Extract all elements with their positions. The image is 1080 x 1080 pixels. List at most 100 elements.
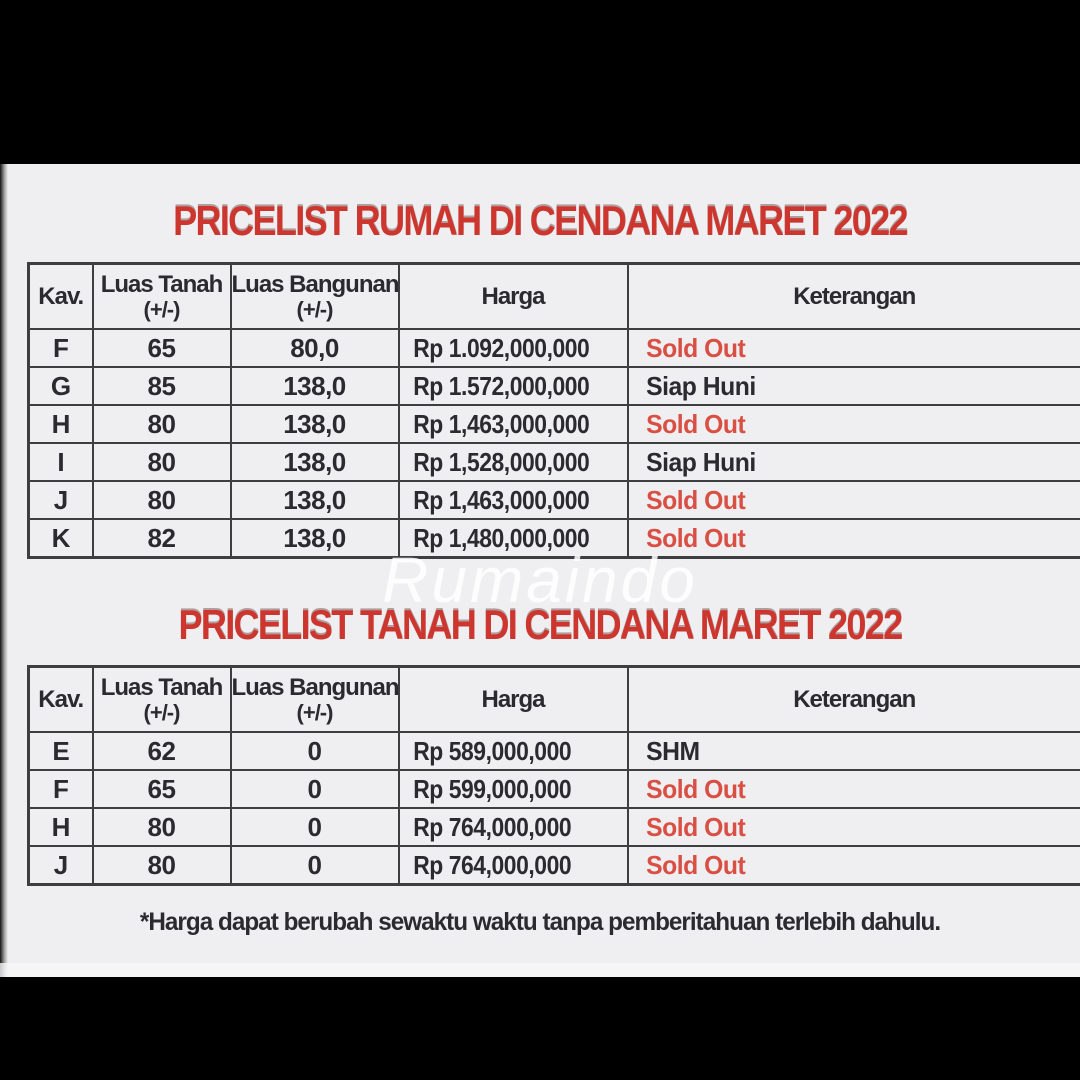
harga-cell-value: Rp 589,000,000 xyxy=(412,735,571,766)
luas-tanah-cell: 80 xyxy=(91,442,232,482)
rumah-table-body: F 65 80,0 Rp 1.092,000,000 Sold Out G 85 138,0 R… xyxy=(27,328,1080,559)
column-header-sub: (+/-) xyxy=(296,296,334,322)
table-row: H 80 0 Rp 764,000,000 Sold Out xyxy=(27,807,1080,847)
header-row: Kav. Luas Tanah (+/-) Luas Bangunan (+/-) Har… xyxy=(27,262,1080,330)
kav-cell: I xyxy=(27,442,94,482)
harga-cell: Rp 764,000,000 xyxy=(397,845,629,886)
kav-cell: J xyxy=(27,480,94,520)
tanah-table-header: Kav. Luas Tanah (+/-) Luas Bangunan (+/-) Har… xyxy=(27,665,1080,733)
luas-tanah-cell: 80 xyxy=(91,845,232,886)
keterangan-cell-value: Sold Out xyxy=(645,522,746,553)
table-row: F 65 80,0 Rp 1.092,000,000 Sold Out xyxy=(27,328,1080,368)
column-header: Keterangan xyxy=(626,262,1080,330)
luas-tanah-cell: 65 xyxy=(91,769,232,809)
column-header: Kav. xyxy=(27,262,94,330)
column-header: Luas Bangunan (+/-) xyxy=(229,262,400,330)
table-row: K 82 138,0 Rp 1,480,000,000 Sold Out xyxy=(27,518,1080,559)
harga-cell-value: Rp 1,480,000,000 xyxy=(412,522,590,553)
luas-bangunan-cell: 138,0 xyxy=(229,442,400,482)
table-row: F 65 0 Rp 599,000,000 Sold Out xyxy=(27,769,1080,809)
luas-bangunan-cell: 138,0 xyxy=(229,480,400,520)
keterangan-cell-value: SHM xyxy=(645,735,700,766)
column-header: Luas Bangunan (+/-) xyxy=(229,665,400,733)
harga-cell: Rp 589,000,000 xyxy=(397,731,629,771)
harga-cell-value: Rp 764,000,000 xyxy=(412,811,571,842)
header-row: Kav. Luas Tanah (+/-) Luas Bangunan (+/-) Har… xyxy=(27,665,1080,733)
table-row: J 80 0 Rp 764,000,000 Sold Out xyxy=(27,845,1080,886)
keterangan-cell-value: Siap Huni xyxy=(645,370,756,401)
luas-bangunan-cell: 80,0 xyxy=(229,328,400,368)
kav-cell: K xyxy=(27,518,94,559)
kav-cell: E xyxy=(27,731,94,771)
rumah-price-table: Kav. Luas Tanah (+/-) Luas Bangunan (+/-) Har… xyxy=(27,262,1080,559)
keterangan-cell: Sold Out xyxy=(626,518,1080,559)
harga-cell: Rp 1.092,000,000 xyxy=(397,328,629,368)
table-row: J 80 138,0 Rp 1,463,000,000 Sold Out xyxy=(27,480,1080,520)
keterangan-cell-value: Sold Out xyxy=(645,408,746,439)
kav-cell: H xyxy=(27,807,94,847)
harga-cell-value: Rp 1,528,000,000 xyxy=(412,446,590,477)
rumah-table-header: Kav. Luas Tanah (+/-) Luas Bangunan (+/-) Har… xyxy=(27,262,1080,330)
harga-cell: Rp 1.572,000,000 xyxy=(397,366,629,406)
harga-cell-value: Rp 1.092,000,000 xyxy=(412,332,590,363)
tanah-table-title: PRICELIST TANAH DI CENDANA MARET 2022 xyxy=(178,601,903,648)
bottom-letterbox xyxy=(0,977,1080,1080)
harga-cell: Rp 1,463,000,000 xyxy=(397,480,629,520)
rumah-table-title: PRICELIST RUMAH DI CENDANA MARET 2022 xyxy=(173,197,908,244)
luas-tanah-cell: 82 xyxy=(91,518,232,559)
harga-cell: Rp 1,528,000,000 xyxy=(397,442,629,482)
column-header: Harga xyxy=(397,665,629,733)
luas-tanah-cell: 65 xyxy=(91,328,232,368)
luas-tanah-cell: 85 xyxy=(91,366,232,406)
column-header: Keterangan xyxy=(626,665,1080,733)
keterangan-cell: SHM xyxy=(626,731,1080,771)
keterangan-cell-value: Sold Out xyxy=(645,773,746,804)
luas-bangunan-cell: 138,0 xyxy=(229,518,400,559)
luas-bangunan-cell: 0 xyxy=(229,769,400,809)
harga-cell-value: Rp 1.572,000,000 xyxy=(412,370,590,401)
harga-cell: Rp 1,463,000,000 xyxy=(397,404,629,444)
keterangan-cell-value: Sold Out xyxy=(645,484,746,515)
price-disclaimer: *Harga dapat berubah sewaktu waktu tanpa… xyxy=(139,908,941,936)
column-header-sub: (+/-) xyxy=(296,699,334,725)
harga-cell-value: Rp 1,463,000,000 xyxy=(412,408,590,439)
keterangan-cell: Siap Huni xyxy=(626,366,1080,406)
column-header: Luas Tanah (+/-) xyxy=(91,665,232,733)
kav-cell: G xyxy=(27,366,94,406)
luas-bangunan-cell: 0 xyxy=(229,807,400,847)
table-row: E 62 0 Rp 589,000,000 SHM xyxy=(27,731,1080,771)
kav-cell: J xyxy=(27,845,94,886)
harga-cell-value: Rp 1,463,000,000 xyxy=(412,484,590,515)
keterangan-cell: Sold Out xyxy=(626,807,1080,847)
table-row: G 85 138,0 Rp 1.572,000,000 Siap Huni xyxy=(27,366,1080,406)
top-letterbox xyxy=(0,0,1080,164)
table-row: H 80 138,0 Rp 1,463,000,000 Sold Out xyxy=(27,404,1080,444)
keterangan-cell: Sold Out xyxy=(626,769,1080,809)
keterangan-cell-value: Sold Out xyxy=(645,332,746,363)
tanah-price-table: Kav. Luas Tanah (+/-) Luas Bangunan (+/-) Har… xyxy=(27,665,1080,886)
column-header: Harga xyxy=(397,262,629,330)
column-header: Kav. xyxy=(27,665,94,733)
keterangan-cell: Sold Out xyxy=(626,328,1080,368)
luas-bangunan-cell: 0 xyxy=(229,731,400,771)
column-header: Luas Tanah (+/-) xyxy=(91,262,232,330)
harga-cell: Rp 1,480,000,000 xyxy=(397,518,629,559)
keterangan-cell: Siap Huni xyxy=(626,442,1080,482)
luas-bangunan-cell: 138,0 xyxy=(229,366,400,406)
luas-tanah-cell: 80 xyxy=(91,404,232,444)
kav-cell: H xyxy=(27,404,94,444)
column-header-sub: (+/-) xyxy=(143,296,181,322)
keterangan-cell: Sold Out xyxy=(626,404,1080,444)
kav-cell: F xyxy=(27,328,94,368)
luas-bangunan-cell: 0 xyxy=(229,845,400,886)
luas-tanah-cell: 62 xyxy=(91,731,232,771)
luas-bangunan-cell: 138,0 xyxy=(229,404,400,444)
harga-cell-value: Rp 764,000,000 xyxy=(412,849,571,880)
keterangan-cell-value: Siap Huni xyxy=(645,446,756,477)
table-row: I 80 138,0 Rp 1,528,000,000 Siap Huni xyxy=(27,442,1080,482)
harga-cell: Rp 764,000,000 xyxy=(397,807,629,847)
keterangan-cell: Sold Out xyxy=(626,480,1080,520)
luas-tanah-cell: 80 xyxy=(91,807,232,847)
keterangan-cell-value: Sold Out xyxy=(645,811,746,842)
